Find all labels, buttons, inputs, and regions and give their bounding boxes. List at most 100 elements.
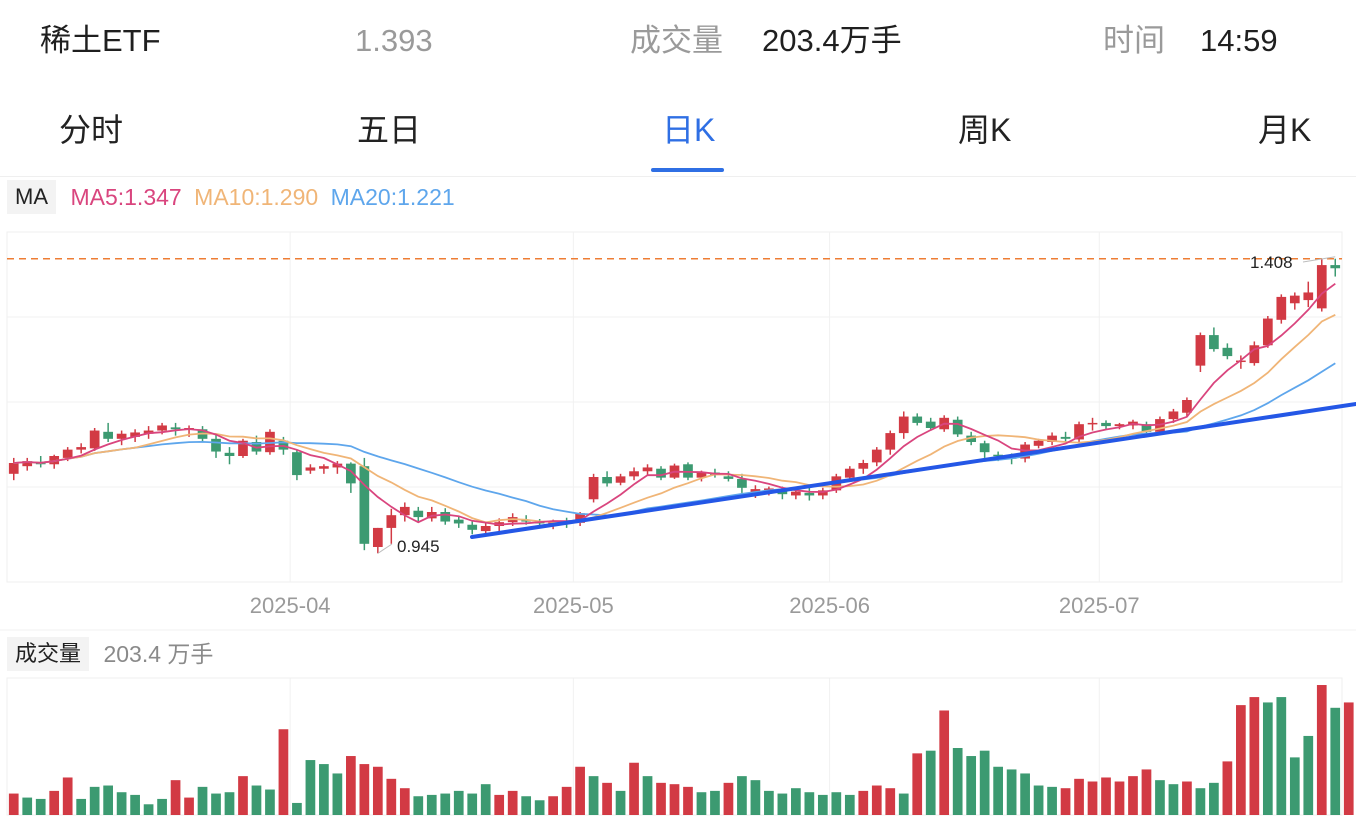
candle [723,471,734,482]
volume-bar [1182,781,1192,815]
candle-body [1047,435,1057,442]
candle-body [292,452,302,476]
volume-bar [116,792,127,815]
tab-monthly-k[interactable]: 月K [1258,112,1312,148]
volume-bar [1141,769,1152,815]
candle [656,466,666,481]
volume-bar [49,790,60,815]
candle [440,508,451,525]
volume-bar [1168,784,1179,815]
candle-body [615,476,626,483]
volume-bar [265,789,275,815]
candle [103,422,113,442]
candle [1182,397,1192,417]
candle [912,413,923,426]
volume-bar [1209,782,1219,815]
candle-body [966,435,977,442]
candle [1316,258,1327,312]
volume-bar [1101,777,1111,815]
volume-bar [35,798,46,815]
volume-bar [534,800,545,815]
volume-bar [346,756,356,815]
volume-bar [211,793,221,815]
candle [1222,343,1233,360]
candle [1262,316,1273,348]
candle-body [1087,422,1098,425]
candle-body [372,527,383,547]
volume-bar [1195,788,1206,815]
candle-body [1303,292,1314,301]
quote-header: 稀土ETF 1.393 成交量 203.4万手 时间 14:59 [0,0,1356,82]
volume-bar [1060,788,1071,815]
candle-body [588,477,599,500]
volume-bar [238,776,248,815]
candle-body [844,468,855,478]
volume-value: 203.4万手 [762,23,902,58]
volume-legend: 成交量 203.4 万手 [7,637,213,671]
price-panel-border [6,231,1343,583]
candle [265,429,275,455]
volume-bar [750,780,761,815]
candle [1276,294,1287,324]
tab-five-day[interactable]: 五日 [357,112,422,148]
candle-body [817,490,828,496]
volume-bar [575,766,585,815]
candle-body [750,489,761,493]
candle-body [224,452,235,456]
candle [319,464,329,474]
volume-bar [184,797,194,815]
time-value: 14:59 [1200,23,1278,58]
candle [885,430,896,455]
volume-bar [656,782,666,815]
candle-body [912,416,923,423]
candle [238,438,248,458]
candle [817,487,828,500]
ma-legend: MA MA5:1.347 MA10:1.290 MA20:1.221 [7,180,455,214]
volume-indicator-tag[interactable]: 成交量 [7,637,90,671]
volume-bar [764,790,774,815]
candle [1249,341,1260,366]
volume-label: 成交量 [630,23,723,58]
volume-bar [858,790,869,815]
candle-body [737,478,747,488]
volume-bar [1236,705,1246,815]
support-trendline [470,402,1356,539]
volume-bar [588,776,599,815]
volume-bar [723,782,734,815]
active-tab-indicator [651,168,724,172]
candle-body [62,449,73,458]
volume-bar [1087,781,1098,815]
candle-body [791,491,801,496]
time-label: 时间 [1103,23,1165,58]
tab-weekly-k[interactable]: 周K [958,112,1012,148]
candle [979,440,990,458]
candle [898,411,909,439]
candle [871,447,882,467]
candle [1209,327,1219,352]
volume-bar [1047,786,1057,815]
volume-bar [1155,780,1165,815]
volume-bar [76,798,87,815]
candle-body [1276,296,1287,320]
ma-indicator-tag[interactable]: MA [7,180,56,214]
candle [346,462,356,493]
volume-bar [1276,697,1287,815]
volume-bar [696,792,707,815]
tab-intraday[interactable]: 分时 [59,112,124,148]
candle-body [130,432,140,437]
tab-daily-k[interactable]: 日K [662,112,716,148]
volume-bar [831,792,842,815]
last-price: 1.393 [355,23,433,58]
volume-bar [413,796,424,815]
candle [791,489,801,500]
candle [76,443,87,454]
volume-bar [548,796,558,815]
volume-bar [399,788,410,815]
volume-bar [979,750,990,815]
volume-bar [1303,735,1314,815]
volume-bar [791,788,801,815]
candle-body [1249,345,1260,364]
volume-bar [62,777,73,815]
candle-body [1209,335,1219,350]
